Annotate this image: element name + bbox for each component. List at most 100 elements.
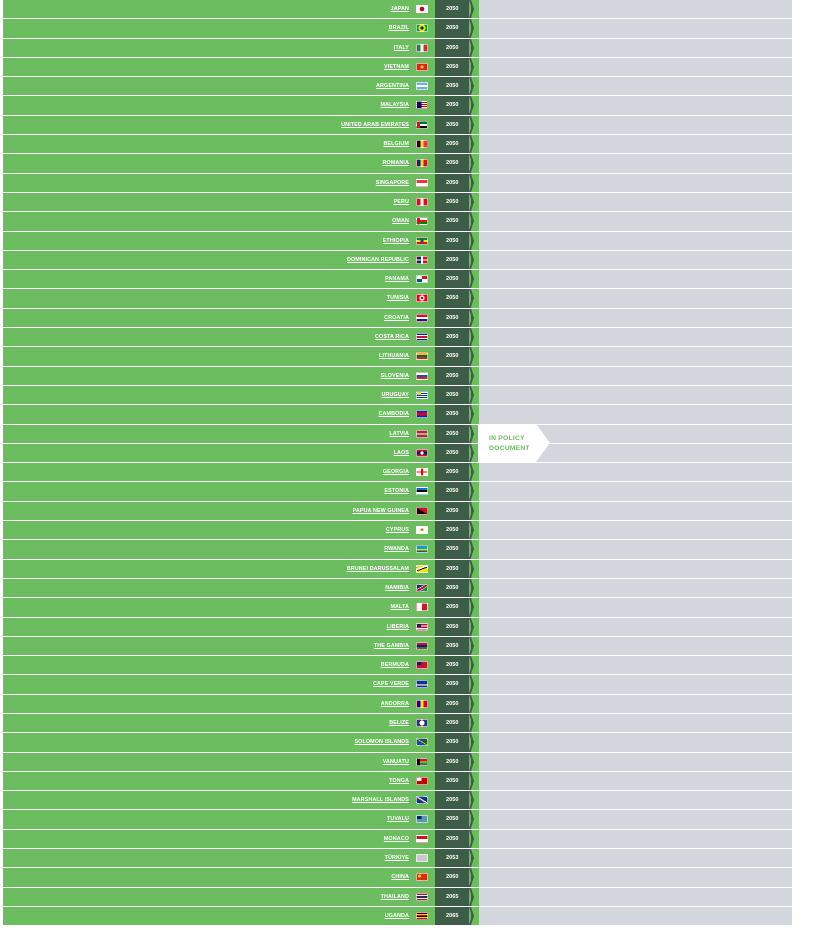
country-link-malaysia[interactable]: MALAYSIA xyxy=(380,102,409,109)
country-link-china[interactable]: CHINA xyxy=(391,874,409,881)
country-link-cyprus[interactable]: CYPRUS xyxy=(385,527,409,534)
country-link-vanuatu[interactable]: VANUATU xyxy=(382,758,409,765)
country-link-dominican-republic[interactable]: DOMINICAN REPUBLIC xyxy=(347,256,409,263)
country-link-panama[interactable]: PANAMA xyxy=(385,276,409,283)
status-bar-track xyxy=(479,598,792,617)
country-link-vietnam[interactable]: VIETNAM xyxy=(384,63,409,70)
table-row: TUVALU 2050 xyxy=(3,810,792,829)
argentina-flag-icon xyxy=(416,82,428,91)
country-link-belgium[interactable]: BELGIUM xyxy=(383,141,409,148)
country-link-latvia[interactable]: LATVIA xyxy=(389,430,409,437)
table-row: CHINA 2060 xyxy=(3,868,792,887)
table-row: NAMIBIA 2050 xyxy=(3,578,792,598)
target-year-cell: 2050 xyxy=(435,173,472,192)
target-year: 2053 xyxy=(446,855,459,862)
country-link-laos[interactable]: LAOS xyxy=(393,449,409,456)
country-link-brunei-darussalam[interactable]: BRUNEI DARUSSALAM xyxy=(346,565,409,572)
target-year: 2050 xyxy=(446,256,459,263)
turkiye-flag-icon xyxy=(416,854,428,863)
country-link-solomon-islands[interactable]: SOLOMON ISLANDS xyxy=(354,739,409,746)
status-bar-track xyxy=(479,887,792,906)
country-link-japan[interactable]: JAPAN xyxy=(390,6,409,12)
country-cell: SINGAPORE xyxy=(3,173,435,192)
target-year-cell: 2050 xyxy=(435,135,472,154)
country-link-cambodia[interactable]: CAMBODIA xyxy=(378,411,409,418)
country-link-tonga[interactable]: TONGA xyxy=(389,777,409,784)
table-row: URUGUAY 2050 xyxy=(3,385,792,405)
country-link-malta[interactable]: MALTA xyxy=(390,604,409,611)
status-bar-track xyxy=(479,675,792,694)
country-link-tunisia[interactable]: TUNISIA xyxy=(386,295,409,302)
country-link-brazil[interactable]: BRAZIL xyxy=(388,25,409,32)
target-year: 2050 xyxy=(446,835,459,842)
table-row: BRUNEI DARUSSALAM 2050 xyxy=(3,559,792,578)
country-link-peru[interactable]: PERU xyxy=(393,198,409,205)
target-year: 2050 xyxy=(446,179,459,186)
table-row: MALTA 2050 xyxy=(3,598,792,617)
vanuatu-flag-icon xyxy=(416,757,428,766)
country-link-slovenia[interactable]: SLOVENIA xyxy=(380,372,409,379)
status-bar-track xyxy=(479,115,792,135)
target-year-cell: 2050 xyxy=(435,617,472,636)
country-link-namibia[interactable]: NAMIBIA xyxy=(385,584,409,591)
country-link-t-rkiye[interactable]: TÜRKIYE xyxy=(384,855,409,862)
target-year: 2050 xyxy=(446,816,459,823)
liberia-flag-icon xyxy=(416,622,428,631)
country-link-tuvalu[interactable]: TUVALU xyxy=(386,816,409,823)
target-year-cell: 2050 xyxy=(435,752,472,771)
country-link-lithuania[interactable]: LITHUANIA xyxy=(379,353,409,360)
country-link-liberia[interactable]: LIBERIA xyxy=(386,623,409,630)
status-bar-track xyxy=(479,636,792,656)
arrow-separator xyxy=(471,308,479,328)
andorra-flag-icon xyxy=(416,699,428,708)
country-cell: TONGA xyxy=(3,771,435,791)
arrow-separator xyxy=(471,115,479,135)
table-row: SINGAPORE 2050 xyxy=(3,173,792,192)
country-link-rwanda[interactable]: RWANDA xyxy=(384,546,409,553)
country-link-uruguay[interactable]: URUGUAY xyxy=(381,391,409,398)
target-year-cell: 2050 xyxy=(435,694,472,713)
country-link-thailand[interactable]: THAILAND xyxy=(380,893,409,900)
brunei-flag-icon xyxy=(416,564,428,573)
table-row: PAPUA NEW GUINEA 2050 xyxy=(3,501,792,521)
country-link-papua-new-guinea[interactable]: PAPUA NEW GUINEA xyxy=(352,507,409,514)
target-year-cell: 2050 xyxy=(435,578,472,598)
country-link-the-gambia[interactable]: THE GAMBIA xyxy=(373,642,409,649)
country-link-ethiopia[interactable]: ETHIOPIA xyxy=(382,237,409,244)
country-cell: ETHIOPIA xyxy=(3,231,435,250)
country-link-singapore[interactable]: SINGAPORE xyxy=(375,179,409,186)
arrow-separator xyxy=(471,250,479,270)
country-link-romania[interactable]: ROMANIA xyxy=(382,160,409,167)
target-year: 2050 xyxy=(446,777,459,784)
country-cell: PANAMA xyxy=(3,270,435,289)
arrow-separator xyxy=(471,385,479,405)
country-link-italy[interactable]: ITALY xyxy=(393,44,409,51)
country-link-uganda[interactable]: UGANDA xyxy=(384,912,409,919)
country-link-croatia[interactable]: CROATIA xyxy=(384,314,409,321)
status-bar-track xyxy=(479,96,792,115)
status-bar-track xyxy=(479,308,792,328)
target-year-cell: 2050 xyxy=(435,347,472,366)
country-link-belize[interactable]: BELIZE xyxy=(389,719,409,726)
country-link-marshall-islands[interactable]: MARSHALL ISLANDS xyxy=(352,797,409,804)
country-link-cape-verde[interactable]: CAPE VERDE xyxy=(372,681,409,688)
country-link-oman[interactable]: OMAN xyxy=(392,218,409,225)
country-link-andorra[interactable]: ANDORRA xyxy=(380,700,409,707)
country-cell: TÜRKIYE xyxy=(3,849,435,868)
status-bar-track xyxy=(479,443,792,463)
country-link-bermuda[interactable]: BERMUDA xyxy=(380,662,409,669)
target-year-cell: 2050 xyxy=(435,96,472,115)
target-year: 2050 xyxy=(446,218,459,225)
arrow-separator xyxy=(471,57,479,77)
country-link-georgia[interactable]: GEORGIA xyxy=(382,469,409,476)
country-link-argentina[interactable]: ARGENTINA xyxy=(376,83,409,90)
country-cell: THE GAMBIA xyxy=(3,636,435,656)
country-link-costa-rica[interactable]: COSTA RICA xyxy=(375,334,409,341)
country-link-monaco[interactable]: MONACO xyxy=(383,835,409,842)
country-link-united-arab-emirates[interactable]: UNITED ARAB EMIRATES xyxy=(341,121,409,128)
country-cell: NAMIBIA xyxy=(3,578,435,598)
arrow-separator xyxy=(471,328,479,347)
country-link-estonia[interactable]: ESTONIA xyxy=(384,488,409,495)
arrow-separator xyxy=(471,270,479,289)
status-bar-track xyxy=(479,38,792,57)
